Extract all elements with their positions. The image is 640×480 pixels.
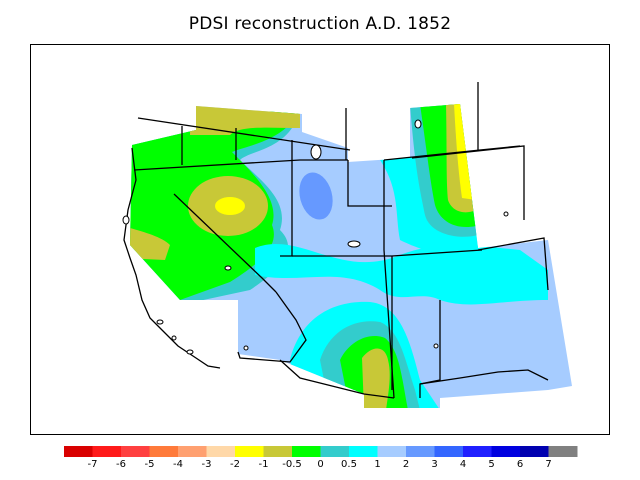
boundaries: [123, 82, 549, 399]
field-yellow-center: [215, 197, 245, 215]
kansas-border: [477, 237, 549, 291]
legend-swatch-12: [406, 446, 435, 457]
legend-tick-label: 4: [459, 459, 467, 470]
legend-tick-label: 3: [431, 459, 438, 470]
legend-tick-label: -4: [173, 459, 183, 470]
legend-swatch-7: [263, 446, 293, 457]
water-features: [122, 119, 509, 355]
legend-tick-label: -7: [87, 459, 98, 470]
legend-swatch-6: [235, 446, 264, 457]
island-2: [156, 319, 164, 325]
field-olive-south: [362, 348, 390, 408]
legend-swatch-16: [520, 446, 549, 457]
lake-2: [347, 240, 361, 248]
legend-tick-label: -1: [258, 459, 269, 470]
island-5: [243, 345, 249, 351]
legend-swatch-2: [121, 446, 150, 457]
lake-1: [310, 144, 322, 160]
legend-swatch-1: [92, 446, 122, 457]
island-6: [433, 343, 439, 349]
legend-tick-label: 0: [317, 459, 324, 470]
colorado-west-border: [383, 160, 395, 399]
legend-tick-label: 1: [374, 459, 381, 470]
legend-swatch-8: [292, 446, 321, 457]
legend-swatch-0: [64, 446, 93, 457]
legend-swatch-5: [206, 446, 236, 457]
map-title: PDSI reconstruction A.D. 1852: [188, 14, 452, 34]
field-blue-anomaly: [299, 172, 333, 220]
island-3: [171, 335, 177, 341]
legend-swatch-9: [320, 446, 350, 457]
pacific-coastline: [123, 147, 221, 369]
mexico-border: [279, 359, 395, 399]
texas-border: [419, 369, 549, 385]
legend-swatch-10: [349, 446, 378, 457]
field-cyan-band: [255, 243, 548, 305]
lake-5: [503, 211, 509, 217]
legend-tick-label: 0.5: [341, 459, 357, 470]
legend-swatch-3: [149, 446, 179, 457]
oregon-south-border: [133, 159, 348, 171]
legend-tick-label: -6: [116, 459, 126, 470]
island-4: [186, 349, 194, 355]
legend-swatch-11: [377, 446, 407, 457]
utah-wyoming-border: [347, 160, 392, 207]
legend-tick-label: 5: [488, 459, 495, 470]
legend-tick-label: -3: [201, 459, 212, 470]
legend-tick-label: 2: [402, 459, 410, 470]
legend-tick-label: 6: [516, 459, 524, 470]
color-legend: [64, 446, 578, 457]
legend-swatch-15: [491, 446, 521, 457]
arizona-west-border: [237, 291, 307, 363]
oregon-north-border: [137, 117, 351, 151]
lake-4: [414, 119, 422, 129]
lake-3: [224, 265, 232, 271]
california-nevada-border: [173, 193, 277, 293]
legend-tick-label: -2: [230, 459, 240, 470]
legend-swatch-14: [463, 446, 492, 457]
legend-tick-label: -5: [144, 459, 155, 470]
legend-tick-label: -0.5: [282, 459, 302, 470]
legend-swatch-13: [434, 446, 464, 457]
nebraska-border: [411, 145, 525, 220]
island-1: [122, 215, 130, 225]
legend-swatch-17: [548, 446, 578, 457]
legend-tick-label: 7: [545, 459, 552, 470]
legend-swatch-4: [178, 446, 207, 457]
